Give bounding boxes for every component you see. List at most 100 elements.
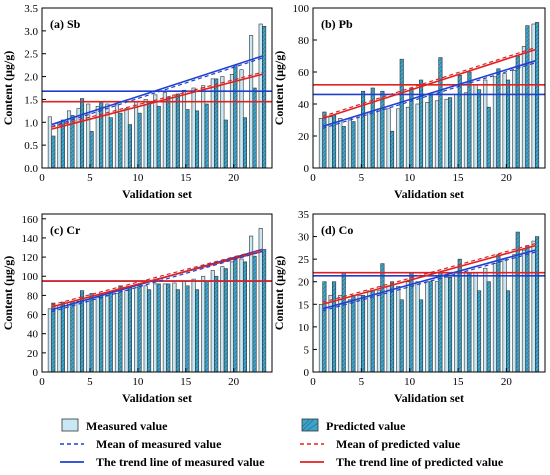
panel-title: (c) Cr [50, 223, 81, 237]
y-tick-label: 20 [27, 348, 39, 360]
bar-measured [415, 103, 420, 169]
bar-measured [492, 263, 497, 373]
bar-measured [318, 118, 323, 169]
bar-predicted [108, 117, 113, 169]
y-tick-label: 20 [298, 277, 310, 289]
x-tick-label: 10 [132, 172, 144, 184]
y-tick-label: 2.5 [24, 49, 38, 61]
bar-measured [338, 118, 343, 169]
y-tick-label: 0 [33, 367, 39, 379]
bar-predicted [535, 22, 540, 169]
bar-predicted [535, 236, 540, 373]
bar-measured [376, 290, 381, 373]
bar-measured [473, 272, 478, 373]
legend-label-measured: Measured value [86, 419, 168, 433]
bar-measured [124, 290, 129, 373]
trend-predicted-dashed-line [322, 47, 536, 117]
x-tick-label: 10 [404, 172, 416, 184]
chart-panel-cr: 0 20 40 60 80 100 120 140 160 0 5 10 15 20 (c) Cr Valid… [1, 213, 273, 405]
bar-measured [201, 275, 206, 373]
y-tick-label: 60 [298, 67, 310, 79]
bar-predicted [380, 90, 385, 169]
bar-measured [376, 108, 381, 169]
y-axis-label: Content (μg/g) [1, 256, 15, 330]
bar-predicted [156, 105, 161, 169]
bar-predicted [166, 283, 171, 373]
bar-measured [239, 258, 244, 373]
x-tick-label: 20 [501, 376, 513, 388]
bar-measured [531, 240, 536, 373]
bar-measured [347, 118, 352, 169]
bar-measured [57, 121, 62, 169]
bar-predicted [506, 290, 511, 373]
x-axis-label: Validation set [122, 187, 192, 201]
x-tick-label: 0 [39, 172, 45, 184]
bar-measured [124, 108, 129, 169]
bar-measured [143, 285, 148, 373]
bar-predicted [370, 290, 375, 373]
trend-predicted-dashed-line [51, 71, 263, 128]
y-tick-label: 80 [27, 290, 39, 302]
bar-predicted [51, 302, 56, 373]
bar-predicted [233, 258, 238, 373]
trend-measured-dashed-line [51, 250, 263, 313]
trend-predicted-line [51, 73, 263, 130]
bar-predicted [322, 111, 327, 169]
bar-predicted [60, 301, 65, 373]
bar-measured [415, 281, 420, 373]
bar-measured [463, 272, 468, 373]
trend-measured-dashed-line [322, 251, 536, 312]
bar-measured [134, 287, 139, 373]
y-tick-label: 160 [22, 214, 39, 226]
bar-measured [239, 69, 244, 169]
bar-measured [367, 111, 372, 169]
plot-frame [312, 7, 546, 169]
legend: Measured value Predicted value Mean of m… [60, 418, 504, 469]
bar-measured [57, 304, 62, 373]
bar-measured [444, 98, 449, 169]
bar-measured [357, 114, 362, 169]
bar-predicted [223, 268, 228, 373]
bar-measured [367, 290, 372, 373]
x-tick-label: 10 [132, 376, 144, 388]
bar-predicted [448, 97, 453, 169]
y-tick-label: 15 [298, 299, 310, 311]
bar-measured [220, 266, 225, 373]
x-tick-label: 5 [87, 172, 93, 184]
bar-predicted [242, 261, 248, 373]
x-tick-label: 15 [453, 376, 465, 388]
bar-predicted [428, 94, 433, 169]
y-axis-label: Content (μg/g) [272, 51, 286, 125]
bar-measured [258, 23, 263, 169]
bar-predicted [448, 276, 453, 373]
y-tick-label: 60 [27, 310, 39, 322]
bar-measured [454, 94, 459, 169]
bar-measured [425, 102, 430, 169]
chart-panel-sb: 0.0 0.5 1.0 1.5 2.0 2.5 3.0 3.5 0 5 10 15 20 (a) Sb Va… [1, 3, 273, 201]
bar-predicted [467, 71, 472, 169]
bar-predicted [428, 281, 433, 373]
y-tick-label: 140 [22, 233, 39, 245]
bar-predicted [390, 281, 395, 373]
legend-swatch-measured [61, 418, 79, 432]
bar-measured [483, 267, 488, 373]
bar-predicted [438, 57, 443, 169]
bar-predicted [195, 289, 200, 373]
bar-measured [502, 73, 507, 169]
bar-predicted [214, 78, 219, 169]
x-tick-label: 15 [180, 376, 192, 388]
x-tick-label: 5 [359, 376, 365, 388]
y-tick-label: 1.0 [24, 117, 38, 129]
y-tick-label: 100 [293, 3, 310, 15]
bar-measured [210, 78, 215, 169]
bar-measured [318, 303, 323, 373]
bar-predicted [477, 89, 482, 169]
bar-predicted [147, 289, 152, 373]
bar-predicted [332, 281, 337, 373]
bar-predicted [108, 291, 113, 373]
panels-group: 0.0 0.5 1.0 1.5 2.0 2.5 3.0 3.5 0 5 10 15 20 (a) Sb Va… [1, 3, 546, 405]
panel-title: (a) Sb [50, 17, 81, 31]
bar-measured [492, 76, 497, 169]
bar-measured [86, 298, 91, 373]
